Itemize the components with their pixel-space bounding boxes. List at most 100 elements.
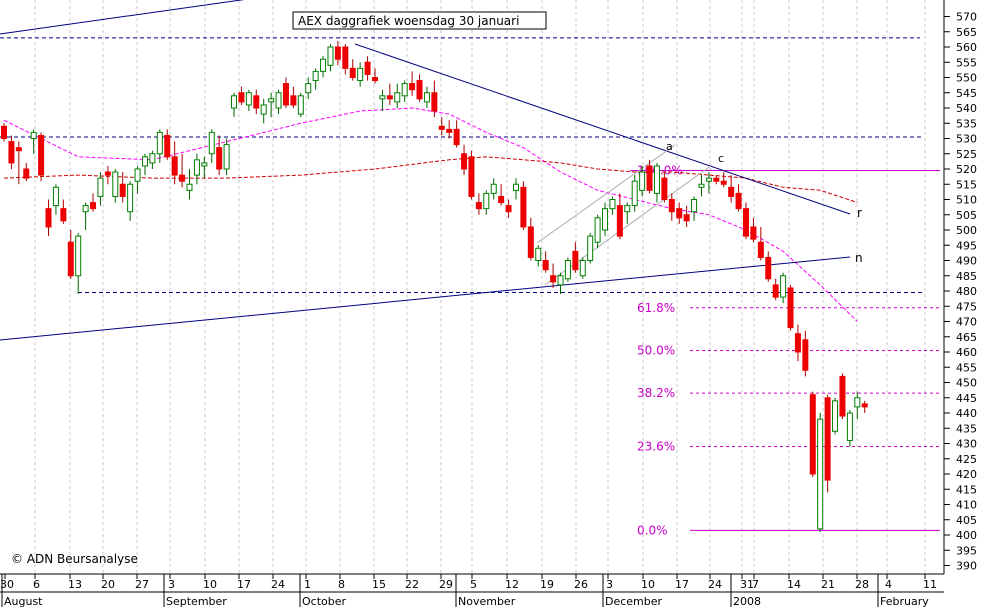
candle-body — [305, 83, 312, 94]
candle-body — [490, 183, 497, 194]
y-tick-label: 495 — [956, 239, 977, 252]
candle-body — [602, 208, 609, 231]
candle-body — [535, 247, 542, 262]
candle-body — [639, 171, 646, 191]
month-label: October — [302, 595, 346, 607]
x-tick-label: 14 — [787, 578, 801, 591]
month-label: December — [605, 595, 663, 607]
candle-body — [312, 70, 319, 82]
candle-body — [253, 95, 260, 109]
candle-body — [193, 159, 200, 176]
x-axis: 30 6 13 20 27 3 10 17 24 1 8 15 22 29 5 12 19 26 3 10 17 24 31… — [0, 574, 937, 607]
x-tick-label: 13 — [68, 578, 82, 591]
y-tick-label: 390 — [956, 560, 977, 573]
candle-body — [468, 156, 475, 197]
candle-body — [23, 168, 30, 179]
y-tick-label: 420 — [956, 468, 977, 481]
upper-left-trendline — [0, 0, 245, 35]
fib-level-label: 38.2% — [637, 386, 675, 400]
y-tick-label: 525 — [956, 148, 977, 161]
candle-body — [542, 260, 549, 271]
candle-body — [171, 156, 178, 176]
fib-level-label: 50.0% — [637, 343, 675, 357]
candle-body — [1, 125, 7, 140]
candle-body — [386, 95, 393, 100]
candle-body — [453, 128, 460, 146]
y-tick-label: 485 — [956, 270, 977, 283]
candle-body — [772, 284, 779, 298]
y-tick-label: 540 — [956, 102, 977, 115]
candle-body — [423, 92, 430, 103]
candle-body — [691, 199, 698, 213]
candle-body — [119, 183, 126, 197]
trendline-label-n: n — [855, 251, 863, 265]
x-tick-label: 27 — [135, 578, 149, 591]
candle-body — [90, 202, 97, 210]
candle-body — [67, 241, 74, 277]
candle-body — [861, 403, 868, 408]
candle-body — [60, 208, 67, 222]
candle-body — [52, 186, 59, 207]
y-tick-label: 445 — [956, 392, 977, 405]
candle-body — [698, 183, 705, 188]
y-tick-label: 395 — [956, 544, 977, 557]
candle-body — [134, 168, 141, 182]
candle-body — [713, 177, 720, 182]
candle-body — [216, 147, 223, 170]
wave-label-a: a — [666, 140, 673, 153]
x-tick-label: 28 — [855, 578, 869, 591]
candle-body — [646, 165, 653, 191]
candle-body — [780, 275, 787, 298]
candle-body — [141, 156, 148, 167]
x-tick-label: 11 — [923, 578, 937, 591]
candle-body — [327, 46, 334, 66]
candle-body — [156, 131, 163, 155]
y-tick-label: 470 — [956, 316, 977, 329]
candle-body — [594, 217, 601, 243]
candle-body — [653, 165, 660, 194]
candle-body — [164, 134, 171, 158]
y-tick-label: 510 — [956, 194, 977, 207]
y-tick-label: 440 — [956, 407, 977, 420]
candle-body — [750, 226, 757, 240]
candle-body — [824, 397, 831, 481]
y-tick-label: 535 — [956, 117, 977, 130]
candle-body — [564, 260, 571, 280]
y-tick-label: 560 — [956, 41, 977, 54]
y-tick-label: 555 — [956, 56, 977, 69]
candle-body — [765, 256, 772, 280]
x-tick-label: 4 — [885, 578, 892, 591]
candle-body — [461, 153, 468, 170]
candle-body — [743, 208, 749, 237]
x-tick-label: 8 — [338, 578, 345, 591]
x-tick-label: 3 — [168, 578, 175, 591]
candle-body — [839, 375, 846, 417]
candle-body — [409, 83, 416, 91]
candle-body — [282, 83, 289, 106]
y-tick-label: 515 — [956, 178, 977, 191]
candle-body — [127, 183, 134, 213]
trendline-label-r: r — [857, 206, 862, 220]
candle-body — [483, 192, 490, 210]
candle-body — [579, 260, 586, 277]
trendline-r — [354, 43, 851, 215]
candle-body — [609, 199, 616, 210]
y-tick-label: 565 — [956, 26, 977, 39]
candle-body — [15, 147, 22, 152]
x-tick-label: 22 — [405, 578, 419, 591]
y-tick-label: 465 — [956, 331, 977, 344]
candle-body — [550, 275, 557, 283]
month-label: August — [4, 595, 43, 607]
x-tick-label: 1 — [304, 578, 311, 591]
x-tick-label: 5 — [470, 578, 477, 591]
candle-body — [38, 134, 45, 176]
month-label: September — [166, 595, 227, 607]
candle-body — [268, 98, 275, 103]
y-axis: 570 565 560 555 550 545 540 535 530 525 520 515 510 5… — [944, 11, 977, 573]
candle-body — [735, 192, 742, 210]
x-tick-label: 17 — [237, 578, 251, 591]
x-tick-label: 20 — [101, 578, 115, 591]
y-tick-label: 550 — [956, 72, 977, 85]
candle-body — [290, 95, 297, 106]
